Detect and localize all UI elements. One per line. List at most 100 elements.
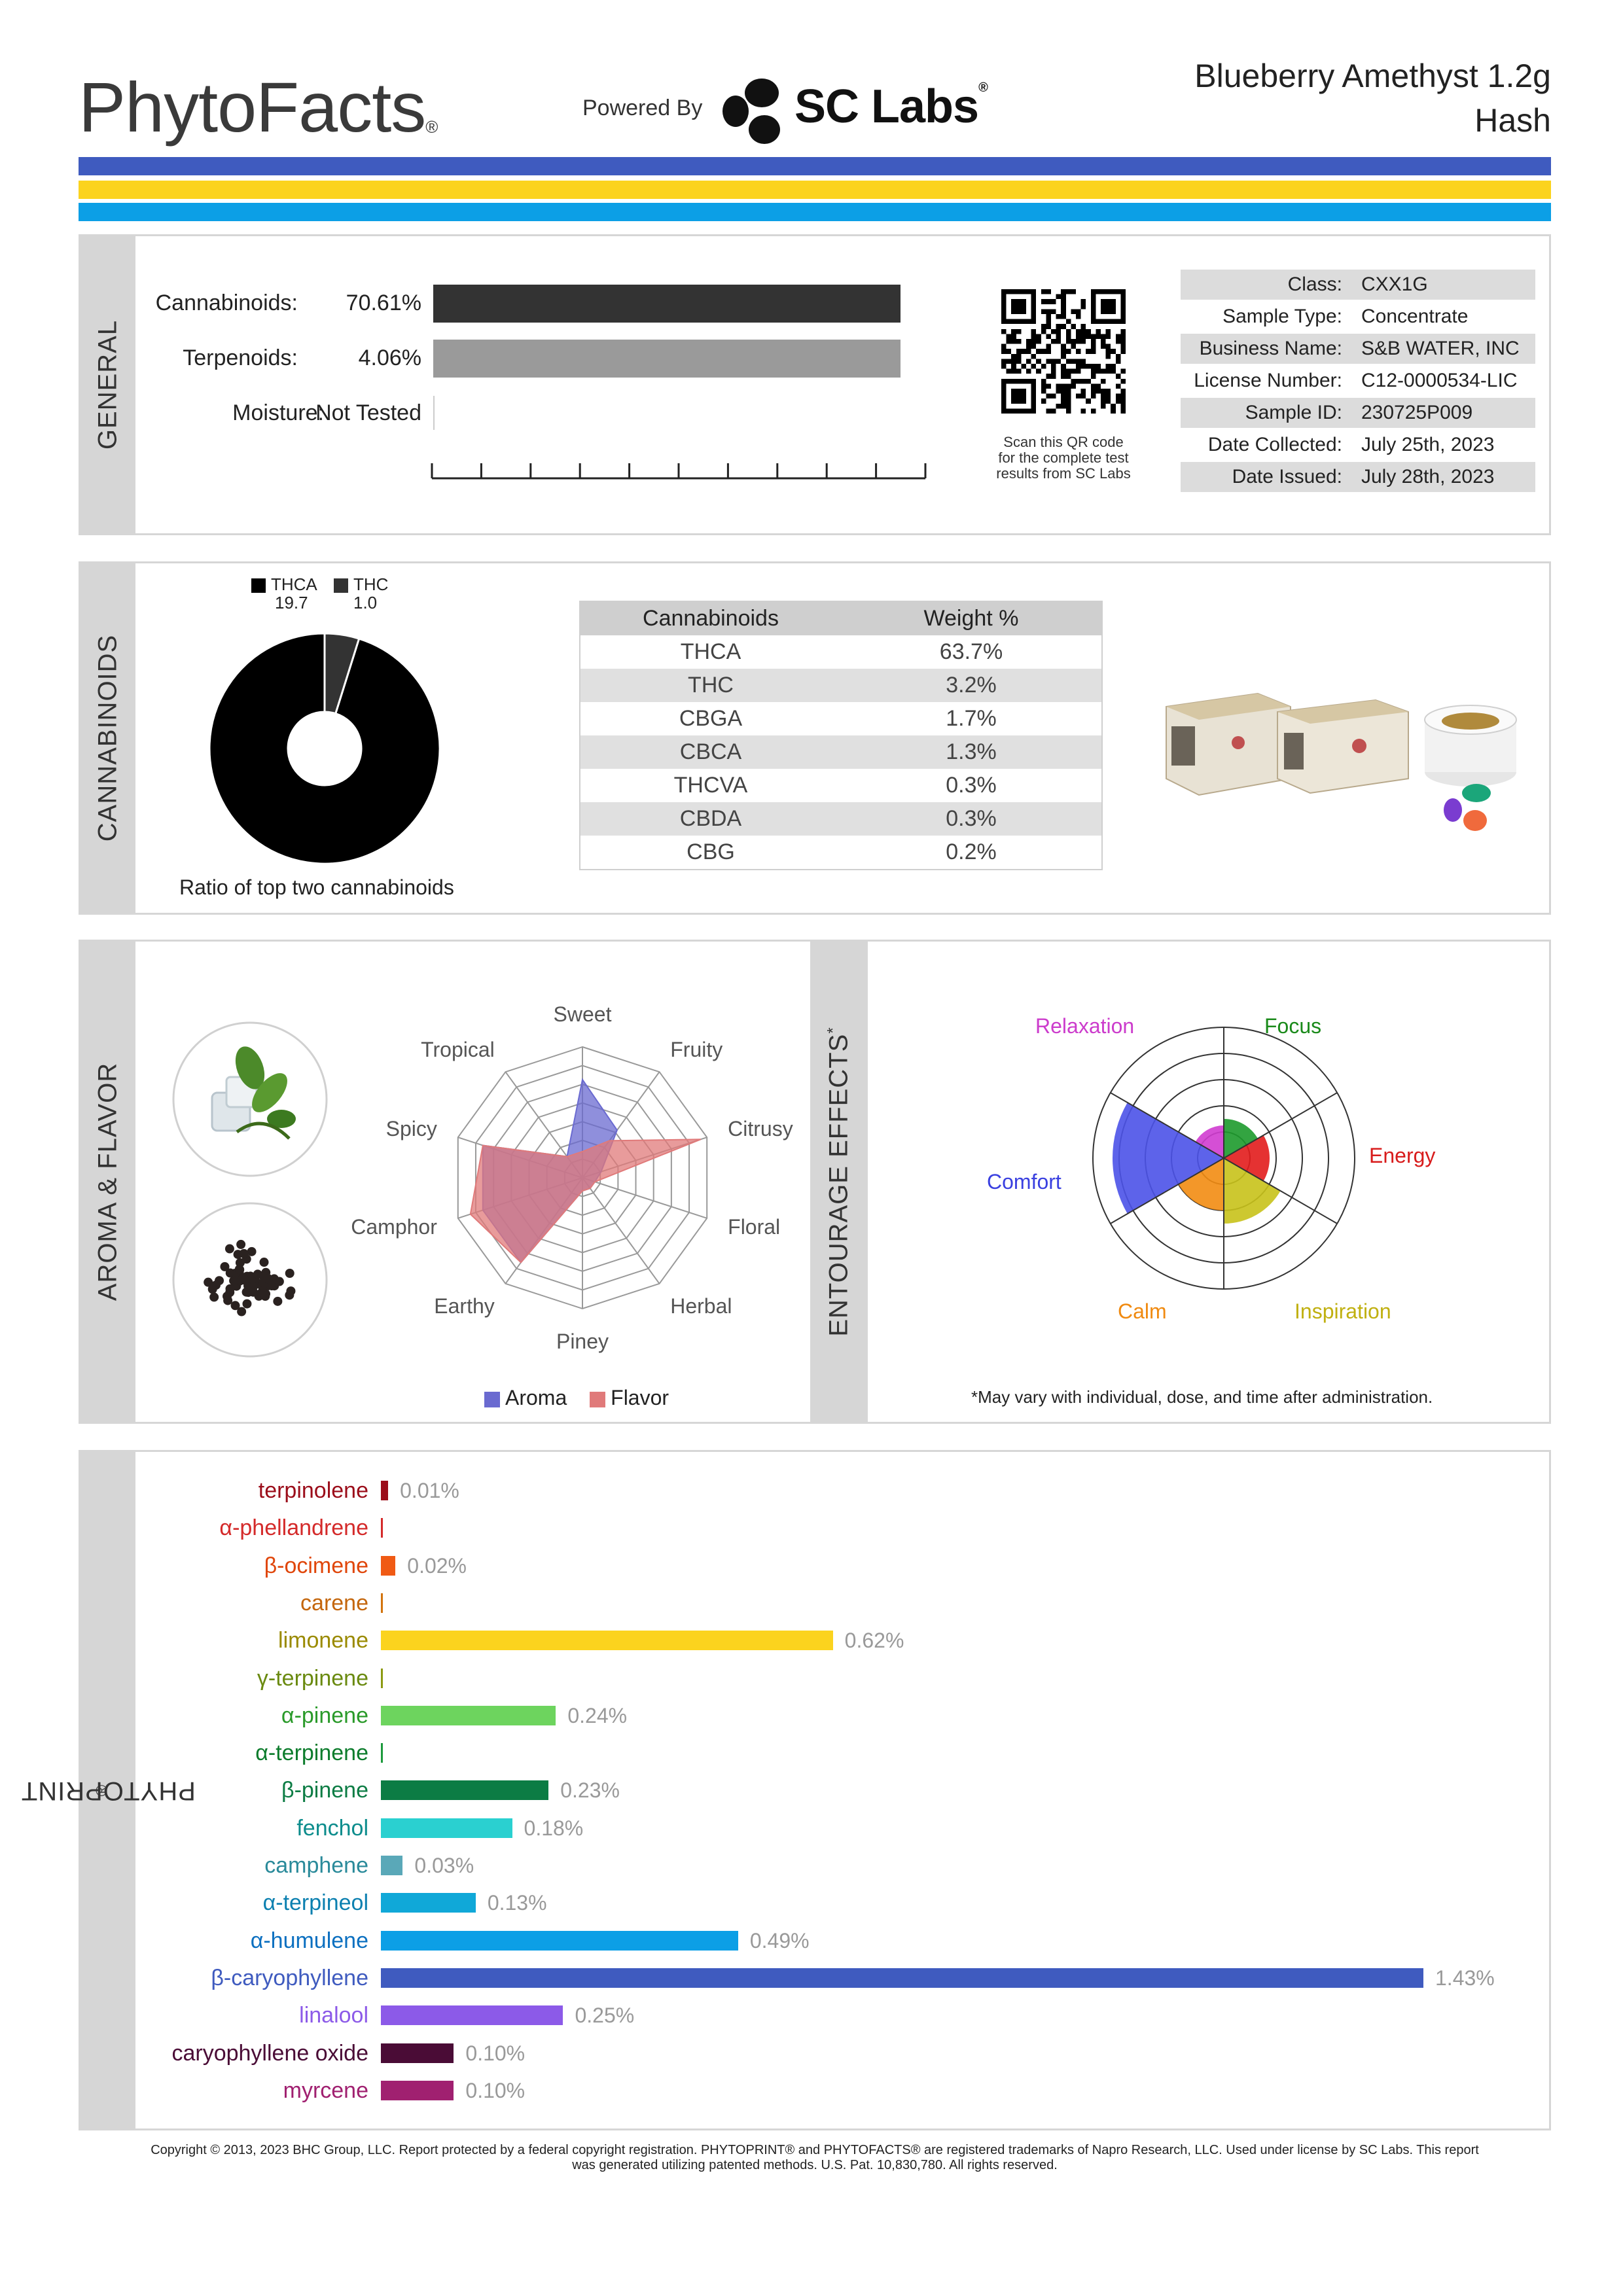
- terpene-name: camphene: [264, 1853, 368, 1878]
- cannabinoid-weight: 1.7%: [946, 706, 997, 731]
- terpene-bar: [381, 1856, 403, 1875]
- cannabinoid-name: CBDA: [679, 806, 742, 831]
- info-key: Class:: [1287, 274, 1342, 295]
- cannabinoid-weight: 1.3%: [946, 739, 997, 764]
- terpene-bar: [381, 1631, 833, 1651]
- qr-caption: Scan this QR code for the complete test …: [996, 434, 1131, 482]
- peppercorn: [273, 1296, 283, 1306]
- peppercorn: [239, 1248, 249, 1258]
- terpene-bar: [381, 1518, 383, 1538]
- info-key: Business Name:: [1199, 338, 1342, 359]
- terpene-bar: [381, 2043, 454, 2063]
- terpene-bar: [381, 1818, 512, 1838]
- terpene-bar: [381, 1705, 556, 1725]
- peppercorn: [230, 1301, 240, 1311]
- peppercorn: [237, 1307, 247, 1316]
- cannabinoid-weight: 0.3%: [946, 806, 997, 831]
- radar-spoke: [582, 1177, 660, 1284]
- phytofacts-logo: PhytoFacts®: [79, 67, 438, 147]
- polar-sector-inspiration: [1224, 1158, 1281, 1224]
- cannabinoid-name: THCA: [680, 639, 741, 664]
- radar-legend: Aroma Flavor: [484, 1386, 669, 1410]
- copyright-footer: Copyright © 2013, 2023 BHC Group, LLC. R…: [151, 2143, 1479, 2172]
- general-tab: GENERAL: [80, 236, 135, 533]
- terpene-bar: [381, 1780, 549, 1801]
- terpene-name: linalool: [299, 2003, 368, 2028]
- legend-flavor-swatch: [590, 1391, 606, 1407]
- terpene-name: α-humulene: [250, 1928, 368, 1953]
- entourage-footnote: *May vary with individual, dose, and tim…: [971, 1387, 1433, 1407]
- radar-axis-label: Floral: [728, 1214, 781, 1239]
- info-key: Date Collected:: [1207, 434, 1342, 455]
- entourage-effects-chart: [1092, 1027, 1355, 1290]
- cannabinoid-name: CBGA: [679, 706, 743, 731]
- cannabinoid-weight: 0.3%: [946, 773, 997, 798]
- stripe-yellow: [79, 181, 1551, 199]
- legend-thca-value: 19.7: [275, 593, 308, 612]
- label-relaxation: Relaxation: [1035, 1014, 1135, 1038]
- terpenoids-label: Terpenoids:: [183, 345, 298, 370]
- scale-axis: [431, 463, 927, 480]
- terpene-name: fenchol: [296, 1815, 368, 1841]
- polar-sector-comfort: [1113, 1103, 1224, 1214]
- terpene-value: 0.02%: [407, 1553, 467, 1578]
- peppercorn: [240, 1275, 250, 1285]
- cannabinoid-donut-chart: [208, 632, 441, 865]
- terpene-name: β-ocimene: [264, 1553, 368, 1578]
- info-key: Date Issued:: [1232, 466, 1342, 487]
- info-row: Sample Type: Concentrate: [1181, 302, 1535, 332]
- donut-caption: Ratio of top two cannabinoids: [179, 875, 454, 899]
- cannabinoid-name: THC: [688, 673, 734, 698]
- terpene-value: 0.25%: [575, 2004, 635, 2028]
- moisture-bar: [433, 396, 435, 430]
- info-value: C12-0000534-LIC: [1361, 370, 1518, 391]
- terpene-name: myrcene: [283, 2077, 368, 2103]
- peppercorn: [253, 1269, 262, 1279]
- terpene-bar: [381, 1481, 389, 1500]
- cannabinoid-name: THCVA: [673, 773, 748, 798]
- label-comfort: Comfort: [987, 1170, 1061, 1193]
- info-row: License Number: C12-0000534-LIC: [1181, 366, 1535, 396]
- table-row: THCVA 0.3%: [580, 769, 1101, 802]
- table-row: CBDA 0.3%: [580, 802, 1101, 836]
- table-row: CBCA 1.3%: [580, 735, 1101, 769]
- radar-axis-label: Earthy: [434, 1294, 495, 1318]
- peppercorn: [249, 1282, 259, 1292]
- info-value: July 25th, 2023: [1361, 434, 1495, 455]
- legend-aroma-swatch: [484, 1391, 500, 1407]
- legend-thca-swatch: [251, 578, 266, 593]
- polar-spoke: [1223, 1092, 1338, 1159]
- cannabinoid-name: CBCA: [679, 739, 742, 764]
- legend-thc-swatch: [334, 578, 348, 593]
- table-row: THC 3.2%: [580, 669, 1101, 702]
- peppercorn: [225, 1284, 235, 1294]
- terpene-bar: [381, 1893, 476, 1913]
- polar-spoke: [1223, 1157, 1338, 1224]
- terpene-name: β-pinene: [281, 1778, 368, 1803]
- info-row: Date Collected: July 25th, 2023: [1181, 430, 1535, 460]
- radar-spoke: [582, 1177, 707, 1219]
- cannabinoid-weight: 0.2%: [946, 839, 997, 864]
- terpene-value: 0.62%: [844, 1629, 904, 1653]
- product-photo: [1166, 692, 1517, 796]
- donut-slice-thc: [323, 632, 361, 715]
- info-value: S&B WATER, INC: [1361, 338, 1520, 359]
- label-calm: Calm: [1118, 1299, 1167, 1323]
- sc-labs-logo-icon: [722, 79, 780, 144]
- terpene-bar: [381, 1593, 383, 1613]
- qr-code-icon[interactable]: [1001, 289, 1126, 414]
- terpene-value: 0.10%: [465, 2041, 526, 2065]
- cannabinoid-name: CBG: [687, 839, 735, 864]
- terpene-name: caryophyllene oxide: [171, 2040, 368, 2066]
- aroma-tab: AROMA & FLAVOR: [80, 942, 135, 1422]
- radar-axis-label: Camphor: [351, 1214, 437, 1239]
- terpene-name: α-terpinene: [255, 1740, 368, 1766]
- peppercorn: [285, 1268, 294, 1278]
- terpene-name: terpinolene: [258, 1478, 368, 1503]
- terpene-name: α-pinene: [281, 1703, 368, 1728]
- radar-axis-label: Piney: [556, 1330, 609, 1353]
- terpene-name: α-terpineol: [262, 1890, 368, 1916]
- polar-sector-focus: [1224, 1119, 1258, 1158]
- mint-image: [172, 1021, 328, 1177]
- info-value: Concentrate: [1361, 306, 1469, 327]
